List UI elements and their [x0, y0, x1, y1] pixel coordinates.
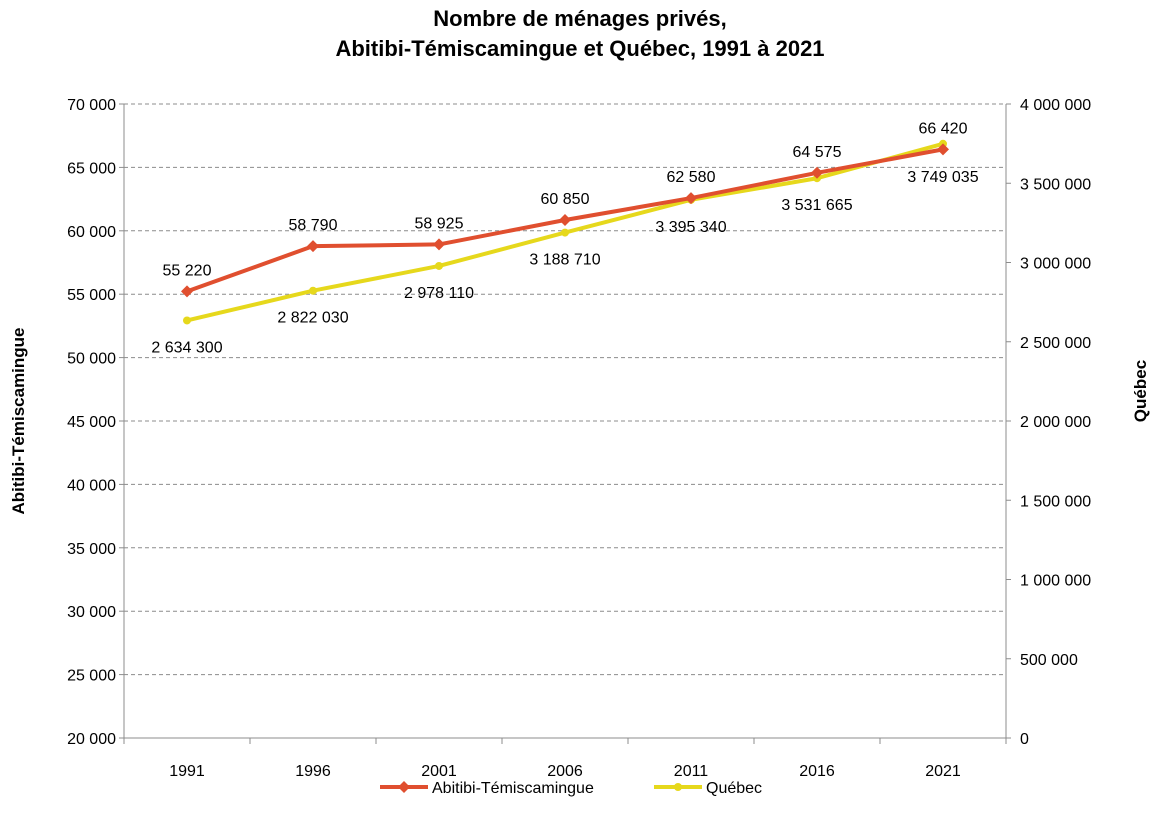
chart-title-line-2: Abitibi-Témiscamingue et Québec, 1991 à …: [335, 36, 824, 61]
right-tick-label: 4 000 000: [1020, 97, 1091, 114]
right-tick-label: 1 000 000: [1020, 573, 1091, 590]
legend-label: Québec: [706, 780, 762, 797]
data-label: 2 978 110: [404, 285, 474, 302]
right-tick-label: 2 500 000: [1020, 335, 1091, 352]
data-label: 2 634 300: [151, 339, 222, 356]
right-tick-label: 1 500 000: [1020, 493, 1091, 510]
x-tick-label: 1991: [169, 763, 205, 780]
data-point: [435, 261, 443, 270]
chart-title-line-1: Nombre de ménages privés,: [433, 6, 726, 31]
data-label: 2 822 030: [277, 310, 348, 327]
data-point: [183, 316, 191, 325]
data-label: 55 220: [163, 262, 212, 279]
data-label: 64 575: [793, 144, 842, 161]
right-tick-label: 3 000 000: [1020, 256, 1091, 273]
left-tick-label: 45 000: [67, 414, 116, 431]
data-label: 60 850: [541, 191, 590, 208]
data-point: [181, 285, 193, 298]
right-tick-label: 500 000: [1020, 652, 1078, 669]
x-tick-label: 2016: [799, 763, 835, 780]
data-label: 62 580: [667, 169, 716, 186]
right-tick-label: 3 500 000: [1020, 176, 1091, 193]
data-label: 3 188 710: [529, 252, 600, 269]
left-tick-label: 35 000: [67, 541, 116, 558]
legend-marker: [398, 781, 410, 793]
data-label: 58 790: [289, 217, 338, 234]
right-tick-label: 2 000 000: [1020, 414, 1091, 431]
left-tick-label: 20 000: [67, 731, 116, 748]
data-point: [559, 214, 571, 227]
data-point: [307, 240, 319, 253]
legend-label: Abitibi-Témiscamingue: [432, 780, 594, 797]
left-tick-label: 25 000: [67, 668, 116, 685]
data-point: [433, 238, 445, 251]
data-label: 3 749 035: [907, 169, 978, 186]
x-tick-label: 1996: [295, 763, 331, 780]
x-tick-label: 2001: [421, 763, 457, 780]
data-point: [811, 166, 823, 179]
data-point: [309, 286, 317, 295]
data-label: 58 925: [415, 215, 464, 232]
data-label: 3 531 665: [781, 197, 852, 214]
plot-area: 20 000 25 000 30 000 35 000 40 000 45 000 50 0…: [9, 97, 1150, 780]
legend: Abitibi-Témiscamingue Québec: [380, 780, 762, 797]
left-tick-label: 60 000: [67, 224, 116, 241]
x-tick-label: 2011: [674, 763, 709, 780]
data-point: [561, 228, 569, 237]
data-point: [937, 143, 949, 156]
data-label: 3 395 340: [655, 219, 726, 236]
left-tick-label: 50 000: [67, 351, 116, 368]
legend-marker: [674, 783, 682, 791]
left-axis-title: Abitibi-Témiscamingue: [9, 327, 28, 514]
left-tick-label: 65 000: [67, 160, 116, 177]
data-label: 66 420: [919, 120, 968, 137]
x-tick-label: 2006: [547, 763, 583, 780]
left-tick-label: 55 000: [67, 287, 116, 304]
data-point: [685, 192, 697, 205]
left-tick-label: 70 000: [67, 97, 116, 114]
left-tick-label: 30 000: [67, 604, 116, 621]
x-tick-label: 2021: [925, 763, 961, 780]
left-tick-label: 40 000: [67, 477, 116, 494]
right-tick-label: 0: [1020, 731, 1029, 748]
right-axis-title: Québec: [1131, 360, 1150, 422]
